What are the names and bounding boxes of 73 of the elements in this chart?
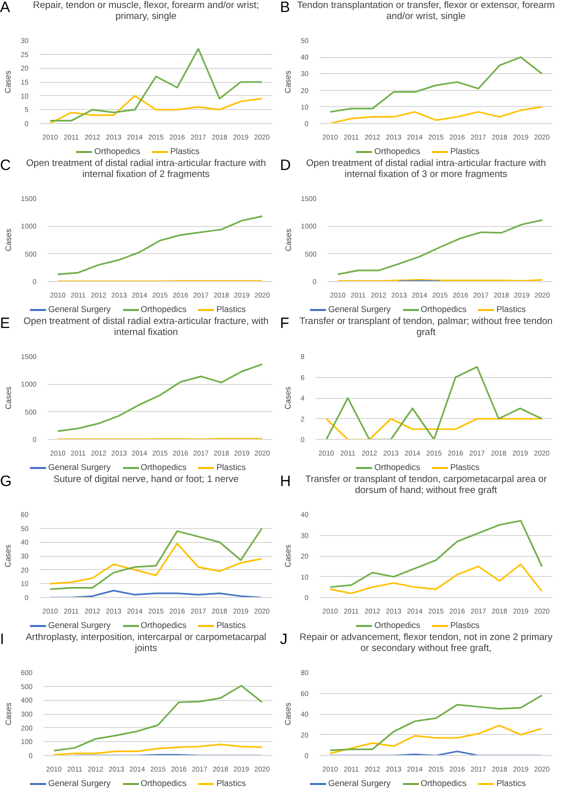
- chart-title: Open treatment of distal radial intra-articular fracture with internal fixation of 3 or more fragments: [305, 158, 547, 180]
- legend-label: Orthopedics: [93, 146, 140, 156]
- line-series: [329, 56, 543, 113]
- text: D: [280, 157, 292, 174]
- chart-title: Open treatment of distal radial intra-articular fracture with internal fixation of 2 fragments: [25, 158, 267, 180]
- legend-label: Plastics: [215, 620, 246, 630]
- line-series: [53, 684, 263, 752]
- line-series: [325, 366, 543, 440]
- line-series: [329, 106, 543, 124]
- legend-label: Plastics: [215, 462, 246, 472]
- text: B: [280, 0, 292, 16]
- line-series: [53, 744, 263, 756]
- chart-title: Repair, tendon or muscle, flexor, forearm and/or wrist; primary, single: [32, 0, 260, 22]
- legend-label: Orthopedics: [373, 146, 420, 156]
- legend-label: Orthopedics: [373, 620, 420, 630]
- y-axis-title: Cases: [4, 70, 13, 94]
- chart-title: Arthroplasty, interposition, intercarpal or carpometacarpal joints: [24, 632, 268, 654]
- y-axis-title: Cases: [4, 228, 13, 252]
- line-series: [329, 694, 543, 752]
- legend-label: Orthopedics: [140, 462, 186, 472]
- legend-label: Plastics: [495, 778, 526, 788]
- legend-label: Plastics: [449, 620, 480, 630]
- line-series: [49, 590, 263, 598]
- legend-label: General Surgery: [327, 304, 391, 314]
- legend-label: Orthopedics: [140, 620, 186, 630]
- line-series: [49, 95, 263, 124]
- text: H: [280, 473, 292, 490]
- text: C: [0, 157, 12, 174]
- y-axis-title: Cases: [284, 544, 293, 568]
- legend-label: Plastics: [449, 146, 480, 156]
- legend-label: Plastics: [215, 778, 246, 788]
- y-axis-title: Cases: [4, 386, 13, 410]
- legend-label: General Surgery: [47, 620, 111, 630]
- line-series: [49, 528, 263, 590]
- line-series: [336, 219, 544, 276]
- text: G: [0, 473, 13, 490]
- text: E: [0, 315, 12, 332]
- chart-title: Tendon transplantation or transfer, flexor or extensor, forearm and/or wrist, single: [296, 0, 556, 22]
- chart-title: Transfer or transplant of tendon, carpometacarpal area or dorsum of hand; without free graft: [304, 474, 548, 496]
- line-series: [56, 215, 264, 276]
- line-series: [49, 542, 263, 584]
- legend-label: Orthopedics: [420, 304, 466, 314]
- text: General Surgery: [327, 778, 391, 788]
- text: A: [0, 0, 12, 16]
- text: F: [280, 315, 290, 332]
- legend-label: General Surgery: [47, 304, 111, 314]
- legend-label: Orthopedics: [420, 778, 466, 788]
- line-series: [56, 363, 264, 432]
- y-axis-title: Cases: [4, 544, 13, 568]
- legend-label: Plastics: [449, 462, 480, 472]
- y-axis-title: Cases: [284, 702, 293, 726]
- chart-title: Repair or advancement, flexor tendon, not in zone 2 primary or secondary without free graft,: [298, 632, 554, 654]
- line-series: [329, 520, 543, 588]
- legend-label: Orthopedics: [373, 462, 420, 472]
- chart-title: Suture of digital nerve, hand or foot; 1 nerve: [52, 474, 240, 485]
- legend-label: Plastics: [169, 146, 200, 156]
- chart-title: Open treatment of distal radial extra-articular fracture, with internal fixation: [22, 316, 270, 338]
- chart-title: Transfer or transplant of tendon, palmar; without free tendon graft: [298, 316, 554, 338]
- line-series: [49, 48, 263, 122]
- legend-label: Plastics: [495, 304, 526, 314]
- line-series: [329, 564, 543, 594]
- text: J: [280, 631, 288, 648]
- legend-label: General Surgery: [47, 462, 111, 472]
- legend-label: General Surgery: [47, 778, 111, 788]
- legend-label: Orthopedics: [140, 304, 186, 314]
- y-axis-title: Cases: [4, 702, 13, 726]
- y-axis-title: Cases: [284, 386, 293, 410]
- y-axis-title: Cases: [284, 70, 293, 94]
- text: I: [0, 631, 6, 648]
- line-series: [329, 724, 543, 754]
- y-axis-title: Cases: [284, 228, 293, 252]
- legend-label: Plastics: [215, 304, 246, 314]
- legend-label: Orthopedics: [140, 778, 186, 788]
